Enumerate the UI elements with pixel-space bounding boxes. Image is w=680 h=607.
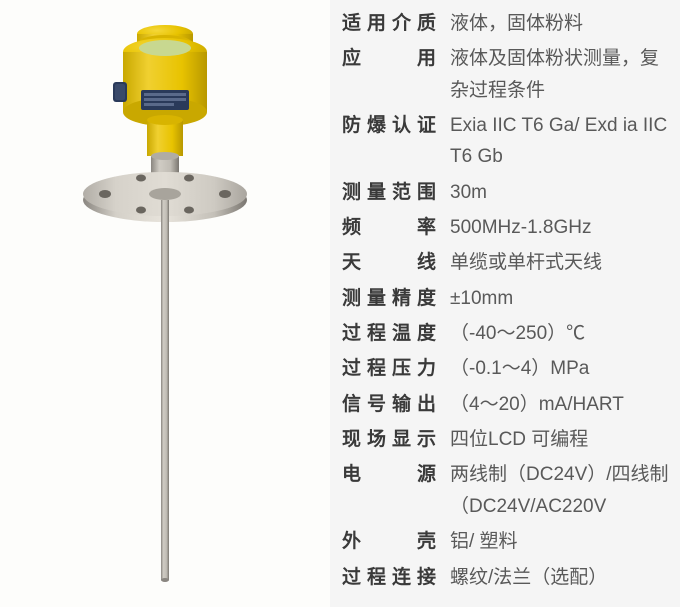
spec-label: 过程温度 bbox=[342, 318, 436, 349]
spec-label: 天 线 bbox=[342, 247, 436, 278]
spec-row: 过程压力（-0.1～4）MPa bbox=[342, 353, 670, 384]
spec-label: 频 率 bbox=[342, 212, 436, 243]
spec-label: 测量精度 bbox=[342, 283, 436, 314]
spec-value: 500MHz-1.8GHz bbox=[436, 212, 670, 243]
spec-value: ±10mm bbox=[436, 283, 670, 314]
sensor-illustration bbox=[45, 20, 285, 590]
spec-row: 外 壳铝/ 塑料 bbox=[342, 526, 670, 557]
spec-label: 现场显示 bbox=[342, 424, 436, 455]
spec-row: 过程温度（-40～250）℃ bbox=[342, 318, 670, 349]
spec-label: 过程连接 bbox=[342, 562, 436, 593]
spec-label: 测量范围 bbox=[342, 177, 436, 208]
spec-value: 四位LCD 可编程 bbox=[436, 424, 670, 455]
spec-row: 天 线单缆或单杆式天线 bbox=[342, 247, 670, 278]
spec-label: 适用介质 bbox=[342, 8, 436, 39]
spec-row: 防爆认证Exia IIC T6 Ga/ Exd ia IIC T6 Gb bbox=[342, 110, 670, 173]
spec-label: 信号输出 bbox=[342, 389, 436, 420]
spec-row: 频 率500MHz-1.8GHz bbox=[342, 212, 670, 243]
spec-value: 螺纹/法兰（选配） bbox=[436, 562, 670, 593]
spec-value: 单缆或单杆式天线 bbox=[436, 247, 670, 278]
spec-row: 电 源两线制（DC24V）/四线制（DC24V/AC220V bbox=[342, 459, 670, 522]
spec-row: 测量范围30m bbox=[342, 177, 670, 208]
spec-label: 电 源 bbox=[342, 459, 436, 490]
spec-value: （-40～250）℃ bbox=[436, 318, 670, 349]
spec-value: 铝/ 塑料 bbox=[436, 526, 670, 557]
spec-value: 液体，固体粉料 bbox=[436, 8, 670, 39]
spec-label: 外 壳 bbox=[342, 526, 436, 557]
spec-value: （-0.1～4）MPa bbox=[436, 353, 670, 384]
spec-label: 应 用 bbox=[342, 43, 436, 74]
spec-value: 两线制（DC24V）/四线制（DC24V/AC220V bbox=[436, 459, 670, 522]
spec-label: 过程压力 bbox=[342, 353, 436, 384]
product-image-panel bbox=[0, 0, 330, 607]
spec-row: 应 用液体及固体粉状测量，复杂过程条件 bbox=[342, 43, 670, 106]
spec-row: 现场显示四位LCD 可编程 bbox=[342, 424, 670, 455]
spec-label: 防爆认证 bbox=[342, 110, 436, 141]
spec-row: 信号输出（4～20）mA/HART bbox=[342, 389, 670, 420]
spec-value: 液体及固体粉状测量，复杂过程条件 bbox=[436, 43, 670, 106]
spec-table: 适用介质液体，固体粉料应 用液体及固体粉状测量，复杂过程条件防爆认证Exia I… bbox=[330, 0, 680, 607]
spec-value: 30m bbox=[436, 177, 670, 208]
spec-row: 适用介质液体，固体粉料 bbox=[342, 8, 670, 39]
spec-row: 测量精度±10mm bbox=[342, 283, 670, 314]
spec-row: 过程连接螺纹/法兰（选配） bbox=[342, 562, 670, 593]
spec-value: Exia IIC T6 Ga/ Exd ia IIC T6 Gb bbox=[436, 110, 670, 173]
spec-value: （4～20）mA/HART bbox=[436, 389, 670, 420]
